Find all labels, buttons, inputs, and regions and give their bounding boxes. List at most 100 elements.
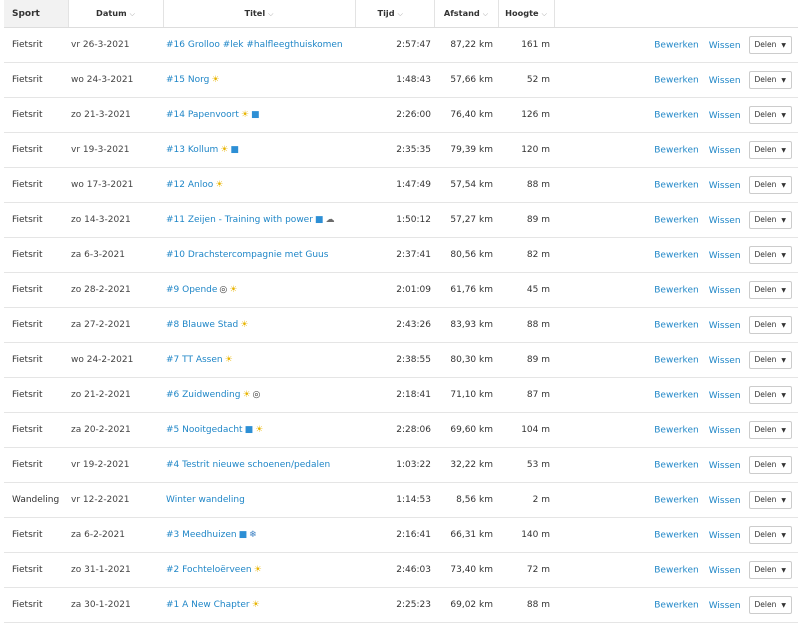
column-header-distance[interactable]: Afstand ⌵ <box>434 0 499 28</box>
share-dropdown[interactable]: Delen ▼ <box>748 141 792 159</box>
activity-title-link[interactable]: #2 Fochteloërveen <box>166 565 252 575</box>
delete-link[interactable]: Wissen <box>708 285 741 296</box>
sport-cell: Fietsrit <box>4 272 68 308</box>
elevation-cell: 126 m <box>498 97 554 133</box>
table-row: Fietsrit za 6-3-2021 #10 Drachstercompagni… <box>4 237 798 273</box>
edit-link[interactable]: Bewerken <box>654 425 699 436</box>
share-dropdown[interactable]: Delen ▼ <box>748 316 792 334</box>
share-dropdown[interactable]: Delen ▼ <box>748 36 792 54</box>
distance-cell: 83,93 km <box>434 307 498 343</box>
distance-cell: 71,10 km <box>434 377 498 413</box>
share-dropdown[interactable]: Delen ▼ <box>748 561 792 579</box>
activity-title-link[interactable]: #9 Opende <box>166 285 218 295</box>
delete-link[interactable]: Wissen <box>708 530 741 541</box>
sun-icon: ☀ <box>215 180 224 190</box>
delete-link[interactable]: Wissen <box>708 355 741 366</box>
delete-link[interactable]: Wissen <box>708 600 741 611</box>
activity-title-link[interactable]: #5 Nooitgedacht <box>166 425 243 435</box>
delete-link[interactable]: Wissen <box>708 565 741 576</box>
chevron-down-icon: ⌵ <box>482 10 489 18</box>
activity-title-link[interactable]: #13 Kollum <box>166 145 219 155</box>
edit-link[interactable]: Bewerken <box>654 530 699 541</box>
share-label: Delen <box>754 40 777 49</box>
activity-title-link[interactable]: #11 Zeijen - Training with power <box>166 215 313 225</box>
activity-title-link[interactable]: #14 Papenvoort <box>166 110 239 120</box>
edit-link[interactable]: Bewerken <box>654 215 699 226</box>
activity-title-link[interactable]: #4 Testrit nieuwe schoenen/pedalen <box>166 460 331 470</box>
column-header-sport[interactable]: Sport <box>4 0 69 28</box>
share-dropdown[interactable]: Delen ▼ <box>748 351 792 369</box>
activity-title-link[interactable]: #7 TT Assen <box>166 355 223 365</box>
delete-link[interactable]: Wissen <box>708 215 741 226</box>
edit-link[interactable]: Bewerken <box>654 495 699 506</box>
edit-link[interactable]: Bewerken <box>654 460 699 471</box>
time-cell: 2:18:41 <box>355 377 434 413</box>
column-header-date[interactable]: Datum ⌵ <box>68 0 164 28</box>
share-dropdown[interactable]: Delen ▼ <box>748 456 792 474</box>
snowflake-icon: ❄ <box>249 530 257 540</box>
chevron-down-icon: ⌵ <box>397 10 403 18</box>
edit-link[interactable]: Bewerken <box>654 565 699 576</box>
activity-title-link[interactable]: #16 Grolloo #lek #halfleegthuiskomen <box>166 40 343 50</box>
activity-title-link[interactable]: #6 Zuidwending <box>166 390 241 400</box>
column-header-title[interactable]: Titel ⌵ <box>163 0 356 28</box>
sun-icon: ☀ <box>220 145 229 155</box>
share-dropdown[interactable]: Delen ▼ <box>748 491 792 509</box>
sun-icon: ☀ <box>224 355 233 365</box>
delete-link[interactable]: Wissen <box>708 75 741 86</box>
sport-cell: Fietsrit <box>4 412 68 448</box>
delete-link[interactable]: Wissen <box>708 495 741 506</box>
activity-title-link[interactable]: #10 Drachstercompagnie met Guus <box>166 250 329 260</box>
edit-link[interactable]: Bewerken <box>654 250 699 261</box>
edit-link[interactable]: Bewerken <box>654 40 699 51</box>
column-header-time[interactable]: Tijd ⌵ <box>355 0 435 28</box>
edit-link[interactable]: Bewerken <box>654 320 699 331</box>
delete-link[interactable]: Wissen <box>708 320 741 331</box>
share-dropdown[interactable]: Delen ▼ <box>748 526 792 544</box>
share-dropdown[interactable]: Delen ▼ <box>748 246 792 264</box>
distance-cell: 69,02 km <box>434 587 498 623</box>
share-dropdown[interactable]: Delen ▼ <box>748 176 792 194</box>
actions-cell: Bewerken Wissen Delen ▼ <box>554 237 798 273</box>
time-cell: 2:26:00 <box>355 97 434 133</box>
edit-link[interactable]: Bewerken <box>654 75 699 86</box>
edit-link[interactable]: Bewerken <box>654 180 699 191</box>
delete-link[interactable]: Wissen <box>708 425 741 436</box>
activity-title-link[interactable]: #15 Norg <box>166 75 210 85</box>
share-dropdown[interactable]: Delen ▼ <box>748 211 792 229</box>
date-cell: za 20-2-2021 <box>68 412 163 448</box>
share-dropdown[interactable]: Delen ▼ <box>748 106 792 124</box>
edit-link[interactable]: Bewerken <box>654 390 699 401</box>
share-dropdown[interactable]: Delen ▼ <box>748 281 792 299</box>
activity-title-link[interactable]: #12 Anloo <box>166 180 214 190</box>
edit-link[interactable]: Bewerken <box>654 110 699 121</box>
activity-title-link[interactable]: Winter wandeling <box>166 495 245 505</box>
elevation-cell: 89 m <box>498 202 554 238</box>
activity-title-link[interactable]: #8 Blauwe Stad <box>166 320 239 330</box>
share-dropdown[interactable]: Delen ▼ <box>748 421 792 439</box>
delete-link[interactable]: Wissen <box>708 110 741 121</box>
edit-link[interactable]: Bewerken <box>654 285 699 296</box>
delete-link[interactable]: Wissen <box>708 390 741 401</box>
column-header-elevation[interactable]: Hoogte ⌵ <box>498 0 555 28</box>
edit-link[interactable]: Bewerken <box>654 145 699 156</box>
edit-link[interactable]: Bewerken <box>654 600 699 611</box>
delete-link[interactable]: Wissen <box>708 250 741 261</box>
edit-link[interactable]: Bewerken <box>654 355 699 366</box>
actions-cell: Bewerken Wissen Delen ▼ <box>554 342 798 378</box>
delete-link[interactable]: Wissen <box>708 40 741 51</box>
delete-link[interactable]: Wissen <box>708 145 741 156</box>
sport-cell: Fietsrit <box>4 132 68 168</box>
date-cell: za 6-2-2021 <box>68 517 163 553</box>
share-label: Delen <box>754 530 777 539</box>
share-dropdown[interactable]: Delen ▼ <box>748 596 792 614</box>
share-dropdown[interactable]: Delen ▼ <box>748 386 792 404</box>
delete-link[interactable]: Wissen <box>708 180 741 191</box>
share-dropdown[interactable]: Delen ▼ <box>748 71 792 89</box>
share-label: Delen <box>754 600 777 609</box>
bike-icon: ◎ <box>219 285 228 295</box>
distance-cell: 32,22 km <box>434 447 498 483</box>
delete-link[interactable]: Wissen <box>708 460 741 471</box>
activity-title-link[interactable]: #1 A New Chapter <box>166 600 250 610</box>
activity-title-link[interactable]: #3 Meedhuizen <box>166 530 237 540</box>
